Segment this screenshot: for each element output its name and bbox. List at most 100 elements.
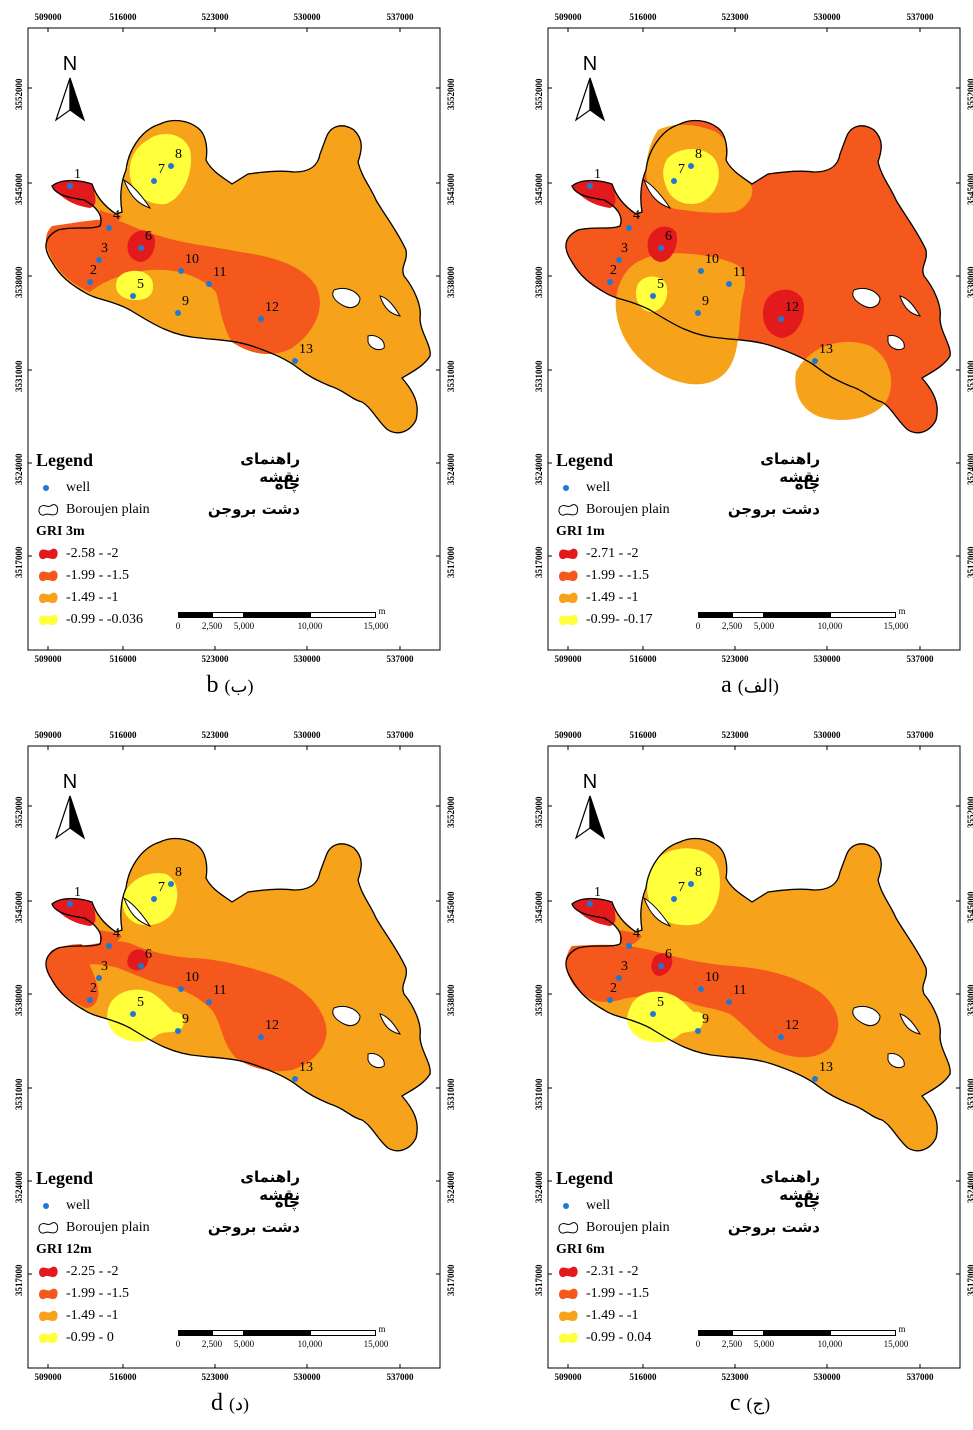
gri-title: GRI 6m — [556, 1242, 605, 1257]
legend-class-row: -2.25 - -2 — [38, 1264, 119, 1280]
scale-label: 5,000 — [233, 1339, 255, 1349]
legend-fa-well: چاه — [274, 1193, 300, 1211]
class-swatch-icon — [559, 1332, 578, 1344]
well-point — [695, 310, 701, 316]
legend-class-label: -0.99 - 0.04 — [586, 1330, 652, 1345]
well-point — [130, 293, 136, 299]
north-label: N — [63, 53, 77, 75]
scale-bar: 0 2,500 5,000 10,000 15,000 m — [696, 606, 938, 640]
well-point — [258, 1034, 264, 1040]
x-tick-label: 509000 — [554, 1372, 582, 1382]
y-tick-label: 3552000 — [534, 78, 544, 111]
well-label: 9 — [182, 1012, 189, 1027]
scale-label: 5,000 — [753, 1339, 775, 1349]
class-swatch-icon — [39, 1310, 58, 1322]
y-tick-label: 3524000 — [966, 1171, 973, 1204]
scale-label: 2,500 — [201, 1339, 223, 1349]
y-tick-label: 3517000 — [966, 546, 973, 579]
x-tick-label: 523000 — [721, 730, 749, 740]
x-tick-label: 509000 — [554, 654, 582, 664]
well-point — [292, 358, 298, 364]
caption-letter: c — [729, 1390, 741, 1416]
well-label: 10 — [705, 252, 719, 267]
class-swatch-icon — [39, 1332, 58, 1344]
panel-caption: a (الف) — [520, 672, 973, 699]
legend-class-row: -1.99 - -1.5 — [558, 1286, 649, 1302]
y-tick-label: 3524000 — [966, 453, 973, 486]
map-panel-a: N 1 2 3 4 5 6 7 8 9 10 11 12 13 Legend راهنمای نقشه چ… — [520, 0, 973, 700]
scale-label: 10,000 — [817, 1339, 843, 1349]
well-point — [587, 183, 593, 189]
caption-letter: b — [206, 672, 219, 698]
polygon-outline-icon — [558, 1222, 579, 1234]
well-label: 6 — [145, 229, 152, 244]
excluded-area — [123, 896, 152, 927]
well-point — [671, 178, 677, 184]
y-tick-label: 3524000 — [446, 453, 456, 486]
gri-zone — [647, 226, 678, 262]
x-tick-label: 537000 — [906, 730, 934, 740]
well-label: 3 — [101, 241, 108, 256]
scale-bar: 0 2,500 5,000 10,000 15,000 m — [176, 606, 418, 640]
scale-segment — [698, 1330, 732, 1336]
y-tick-label: 3552000 — [534, 796, 544, 829]
x-tick-label: 516000 — [629, 1372, 657, 1382]
scale-segment — [764, 1330, 830, 1336]
y-tick-label: 3524000 — [534, 453, 544, 486]
x-tick-label: 516000 — [109, 1372, 137, 1382]
class-swatch-icon — [39, 592, 58, 604]
gri-zone — [795, 341, 892, 420]
well-label: 3 — [101, 959, 108, 974]
polygon-outline-icon — [558, 504, 579, 516]
well-label: 10 — [185, 252, 199, 267]
legend-plain-label: Boroujen plain — [66, 502, 150, 517]
well-label: 2 — [610, 263, 617, 278]
class-swatch-icon — [559, 1288, 578, 1300]
x-tick-label: 530000 — [813, 730, 841, 740]
well-label: 11 — [733, 983, 746, 998]
gri-zone — [572, 898, 616, 926]
x-tick-label: 530000 — [293, 1372, 321, 1382]
gri-zone — [572, 180, 616, 208]
well-point — [106, 225, 112, 231]
well-point-icon — [563, 485, 569, 491]
well-point — [695, 1028, 701, 1034]
x-tick-label: 516000 — [629, 12, 657, 22]
map-panel-b: N 1 2 3 4 5 6 7 8 9 10 11 12 13 Legend راهنمای نقشه چ… — [0, 0, 460, 700]
legend-fa-plain: دشت بروجن — [207, 1218, 300, 1236]
well-point-icon — [563, 1203, 569, 1209]
well-label: 2 — [610, 981, 617, 996]
legend-class-label: -1.99 - -1.5 — [586, 1286, 649, 1301]
well-point — [96, 975, 102, 981]
plain-boundary — [565, 837, 951, 1152]
legend-fa-title: راهنمای نقشه — [240, 450, 300, 486]
well-point — [726, 999, 732, 1005]
well-point — [175, 1028, 181, 1034]
plain-boundary — [565, 119, 951, 434]
legend-class-row: -0.99 - 0 — [38, 1330, 114, 1346]
scale-segment — [178, 1330, 212, 1336]
legend-class-label: -0.99- -0.17 — [586, 612, 653, 627]
well-label: 8 — [695, 147, 702, 162]
well-point-icon — [43, 485, 49, 491]
scale-segment — [732, 1330, 764, 1336]
x-tick-label: 523000 — [201, 12, 229, 22]
excluded-area — [379, 295, 402, 317]
well-point — [168, 163, 174, 169]
well-point — [151, 178, 157, 184]
excluded-area — [899, 295, 922, 317]
well-label: 7 — [158, 162, 165, 177]
legend-well-row: well — [558, 1198, 610, 1214]
legend-fa-well: چاه — [794, 1193, 820, 1211]
x-tick-label: 516000 — [629, 654, 657, 664]
well-label: 7 — [158, 880, 165, 895]
excluded-area — [123, 178, 152, 209]
x-tick-label: 537000 — [386, 654, 414, 664]
scale-segment — [830, 1330, 896, 1336]
well-label: 12 — [265, 1018, 279, 1033]
excluded-area — [367, 1053, 385, 1069]
caption-persian: (د) — [228, 1394, 249, 1414]
well-label: 1 — [594, 167, 601, 182]
well-point — [688, 163, 694, 169]
